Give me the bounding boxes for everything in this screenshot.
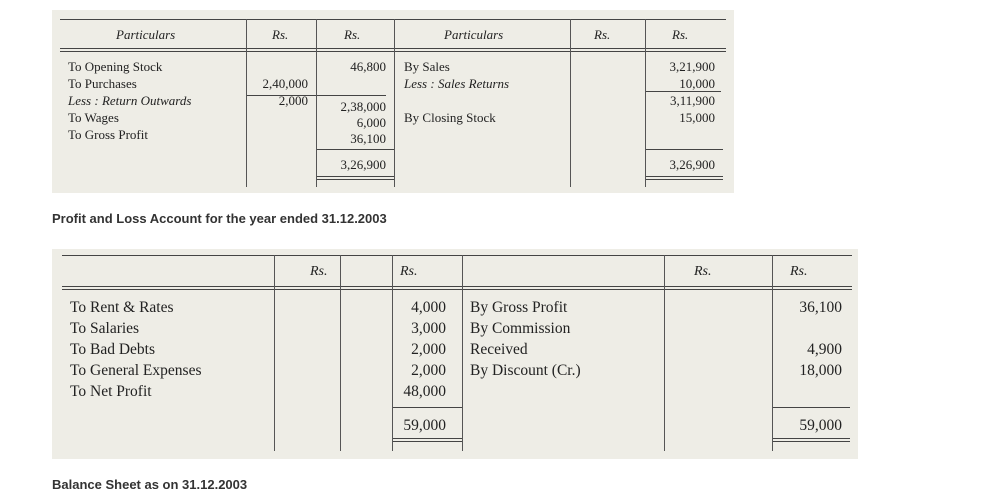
left-amount: 46,800 (350, 59, 386, 74)
col-divider (462, 255, 463, 451)
right-amount: 18,000 (799, 362, 842, 379)
col-divider (394, 19, 395, 187)
inner-amount-return-outwards: 2,000 (278, 93, 308, 108)
header-particulars-right: Particulars (444, 27, 504, 42)
left-amount: 2,38,000 (340, 99, 387, 114)
header-rs-4: Rs. (790, 264, 808, 279)
header-rule (60, 48, 726, 49)
inner-amount-purchases: 2,40,000 (262, 76, 309, 91)
header-rs-3: Rs. (694, 264, 712, 279)
header-rs-1: Rs. (272, 27, 289, 42)
right-total-underline-double (772, 441, 850, 442)
right-amount: 4,900 (807, 341, 842, 358)
right-total: 3,26,900 (669, 157, 716, 172)
sales-subtotal-rule (645, 91, 721, 92)
header-rs-3: Rs. (594, 27, 611, 42)
col-divider (772, 255, 773, 451)
header-rule-double (62, 289, 852, 290)
right-total-rule (772, 407, 850, 408)
col-divider (246, 19, 247, 187)
table-top-rule (62, 255, 852, 256)
left-amount: 6,000 (356, 115, 386, 130)
right-item-sales-returns: Less : Sales Returns (404, 76, 510, 91)
right-amount: 10,000 (679, 76, 715, 91)
right-amount: 3,11,900 (669, 93, 715, 108)
col-divider (274, 255, 275, 451)
col-divider (645, 19, 646, 187)
right-item-closing-stock: By Closing Stock (404, 110, 496, 125)
col-divider (570, 19, 571, 187)
right-amount: 36,100 (799, 299, 842, 316)
left-amount: 4,000 (411, 299, 446, 316)
right-item-sales: By Sales (404, 59, 450, 74)
trading-account-table: Particulars Rs. Rs. Particulars Rs. Rs. … (52, 10, 734, 193)
right-amount: 15,000 (679, 110, 715, 125)
left-total-underline-double (392, 441, 462, 442)
header-rs-2: Rs. (344, 27, 361, 42)
header-rs-4: Rs. (672, 27, 689, 42)
right-item-gross-profit: By Gross Profit (470, 299, 568, 316)
header-rule-double (60, 51, 726, 52)
header-rule (62, 286, 852, 287)
left-amount: 48,000 (403, 383, 446, 400)
right-total-rule (645, 149, 723, 150)
left-total-underline-double (316, 179, 394, 180)
left-item-bad-debts: To Bad Debts (70, 341, 156, 358)
right-amount: 3,21,900 (669, 59, 716, 74)
header-particulars-left: Particulars (116, 27, 176, 42)
pl-caption: Profit and Loss Account for the year end… (52, 211, 387, 226)
right-total-underline (772, 438, 850, 439)
left-amount: 3,000 (411, 320, 446, 337)
header-rs-1: Rs. (310, 264, 328, 279)
col-divider (340, 255, 341, 451)
table-top-rule (60, 19, 726, 20)
profit-loss-table: Rs. Rs. Rs. Rs. To Rent & Rates To Salar… (52, 249, 858, 459)
left-item-purchases: To Purchases (68, 76, 137, 91)
left-item-wages: To Wages (68, 110, 119, 125)
bs-caption: Balance Sheet as on 31.12.2003 (52, 477, 248, 492)
col-divider (664, 255, 665, 451)
left-item-net-profit: To Net Profit (70, 383, 152, 400)
right-item-commission: By Commission (470, 320, 571, 337)
left-item-general-expenses: To General Expenses (70, 362, 202, 379)
right-total-underline-double (645, 179, 723, 180)
right-total: 59,000 (799, 417, 842, 434)
left-total-underline (392, 438, 462, 439)
left-total-underline (316, 176, 394, 177)
left-total-rule (316, 149, 394, 150)
right-item-discount: By Discount (Cr.) (470, 362, 581, 379)
header-rs-2: Rs. (400, 264, 418, 279)
left-item-opening-stock: To Opening Stock (68, 59, 163, 74)
left-total-rule (392, 407, 462, 408)
left-item-return-outwards: Less : Return Outwards (68, 93, 192, 108)
col-divider (316, 19, 317, 187)
left-item-salaries: To Salaries (70, 320, 140, 337)
left-amount: 2,000 (411, 341, 446, 358)
col-divider (392, 255, 393, 451)
left-total: 59,000 (403, 417, 446, 434)
left-total: 3,26,900 (340, 157, 387, 172)
left-item-rent-rates: To Rent & Rates (70, 299, 174, 316)
right-item-received: Received (470, 341, 528, 358)
right-total-underline (645, 176, 723, 177)
left-amount: 2,000 (411, 362, 446, 379)
left-amount: 36,100 (350, 131, 386, 146)
left-item-gross-profit: To Gross Profit (68, 127, 148, 142)
